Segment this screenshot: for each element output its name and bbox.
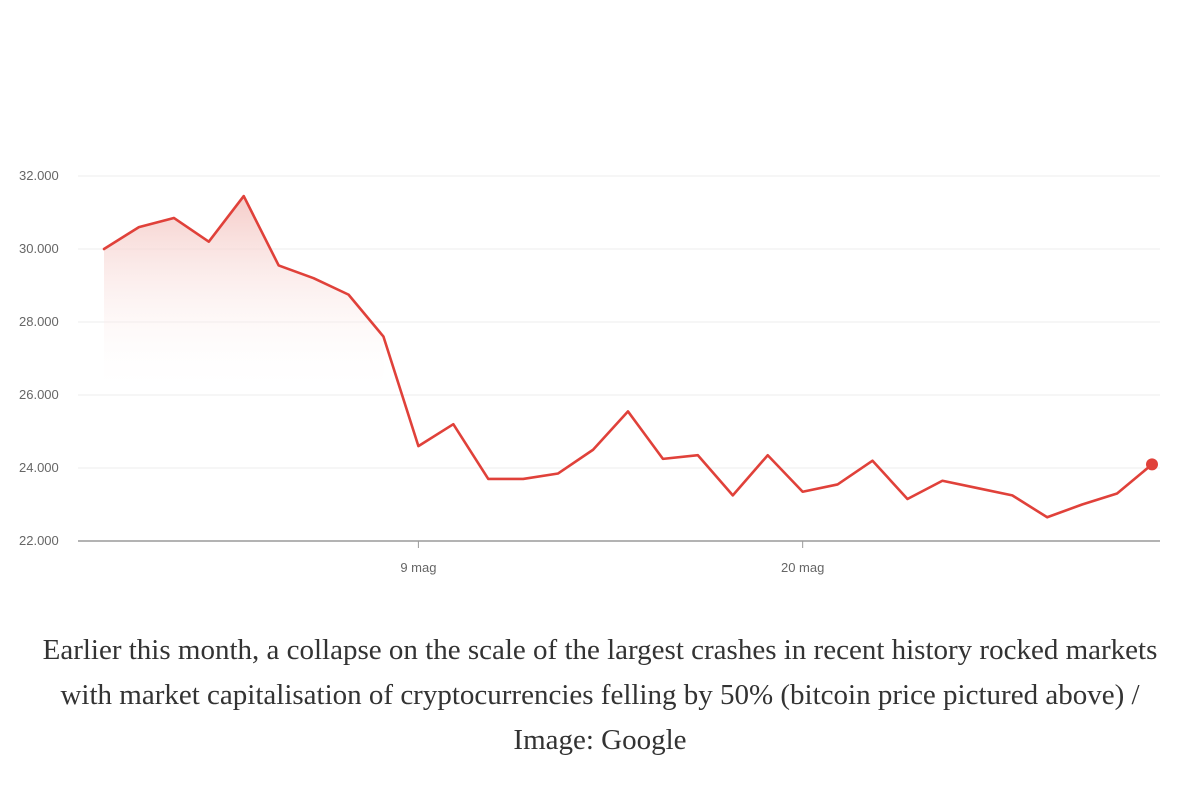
data-point <box>242 194 246 198</box>
marker-layer <box>102 194 1158 519</box>
y-tick-label: 28.000 <box>19 314 59 329</box>
price-chart: 22.000 24.000 26.000 28.000 30.000 32.000 9 m… <box>19 168 1160 575</box>
data-point <box>102 247 106 251</box>
data-point <box>1045 515 1049 519</box>
data-point <box>1010 493 1014 497</box>
x-tick-label: 9 mag <box>400 560 436 575</box>
data-point <box>1080 503 1084 507</box>
last-point-marker <box>1146 458 1158 471</box>
y-tick-label: 26.000 <box>19 387 59 402</box>
data-point <box>626 409 630 413</box>
data-point <box>696 453 700 457</box>
data-point <box>731 493 735 497</box>
data-point <box>347 293 351 297</box>
x-axis-ticks: 9 mag 20 mag <box>400 541 824 575</box>
data-point <box>905 497 909 501</box>
x-tick-label: 20 mag <box>781 560 824 575</box>
data-point <box>871 459 875 463</box>
series-line <box>102 194 1154 519</box>
image-caption: Earlier this month, a collapse on the sc… <box>42 634 1158 756</box>
data-point <box>172 216 176 220</box>
data-point <box>486 477 490 481</box>
y-axis-ticks: 22.000 24.000 26.000 28.000 30.000 32.000 <box>19 168 59 548</box>
area-fill <box>104 196 384 395</box>
price-chart-svg: 22.000 24.000 26.000 28.000 30.000 32.000 9 m… <box>19 168 1160 575</box>
data-point <box>766 453 770 457</box>
data-point <box>801 490 805 494</box>
y-tick-label: 30.000 <box>19 241 59 256</box>
data-point <box>381 335 385 339</box>
data-point <box>312 276 316 280</box>
data-point <box>1115 492 1119 496</box>
data-point <box>416 444 420 448</box>
series-line-layer <box>102 194 1154 519</box>
data-point <box>277 263 281 267</box>
data-point <box>591 448 595 452</box>
data-point <box>521 477 525 481</box>
data-point <box>661 457 665 461</box>
y-tick-label: 22.000 <box>19 533 59 548</box>
y-tick-label: 32.000 <box>19 168 59 183</box>
data-point <box>836 482 840 486</box>
data-point <box>975 486 979 490</box>
data-point <box>137 225 141 229</box>
data-point <box>556 471 560 475</box>
data-point <box>451 422 455 426</box>
area-fill-layer <box>104 196 384 395</box>
data-point <box>940 479 944 483</box>
data-point <box>207 240 211 244</box>
y-tick-label: 24.000 <box>19 460 59 475</box>
